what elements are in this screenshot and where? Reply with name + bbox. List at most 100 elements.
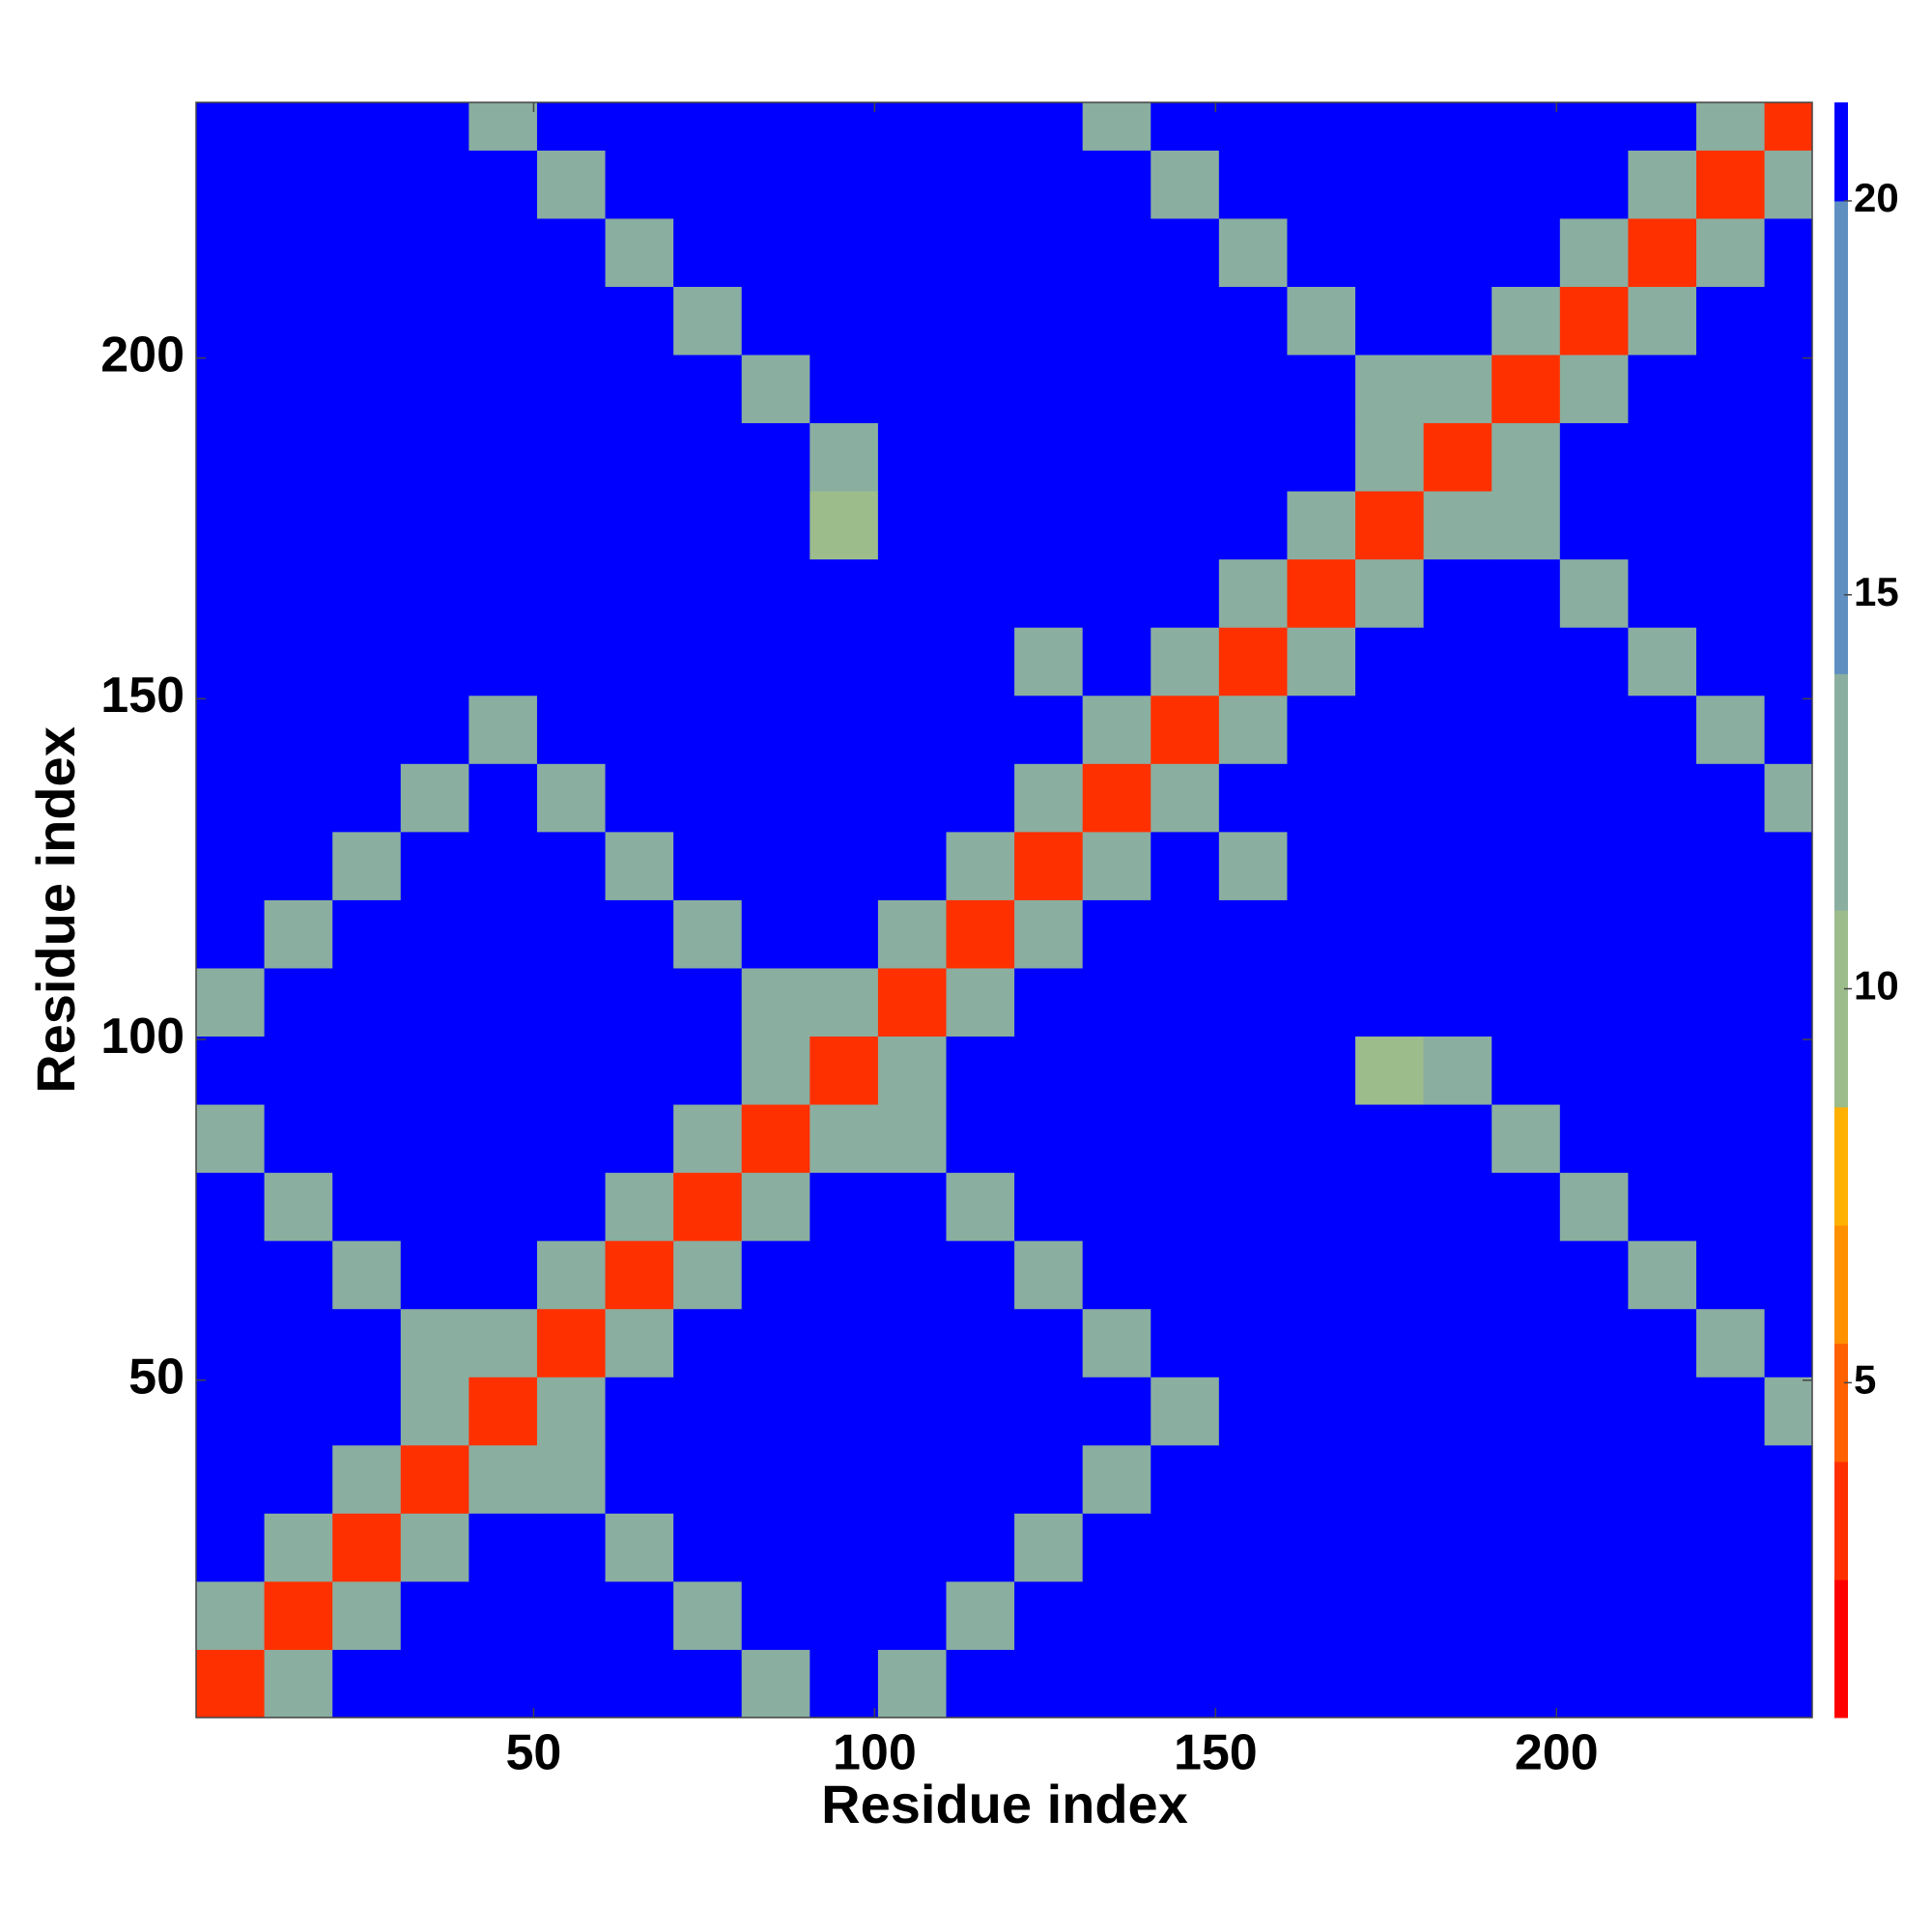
- heatmap-cell: [741, 150, 810, 219]
- heatmap-cell: [332, 1649, 402, 1719]
- heatmap-cell: [400, 491, 469, 560]
- heatmap-cell: [196, 491, 266, 560]
- heatmap-cell: [1014, 627, 1084, 696]
- heatmap-cell: [673, 627, 743, 696]
- heatmap-cell: [1559, 627, 1629, 696]
- heatmap-cell: [469, 763, 538, 833]
- heatmap-cell: [332, 1513, 402, 1582]
- heatmap-cell: [1014, 1649, 1084, 1719]
- heatmap-cell: [877, 558, 947, 628]
- heatmap-cell: [196, 422, 266, 492]
- heatmap-cell: [400, 1444, 469, 1514]
- heatmap-cell: [1628, 1240, 1697, 1310]
- heatmap-cell: [1423, 491, 1492, 560]
- heatmap-cell: [810, 1308, 879, 1378]
- heatmap-cell: [332, 695, 402, 764]
- heatmap-cell: [264, 1649, 333, 1719]
- heatmap-cell: [605, 1308, 674, 1378]
- heatmap-cell: [469, 1104, 538, 1174]
- heatmap-cell: [1082, 491, 1151, 560]
- heatmap-cell: [1355, 1444, 1425, 1514]
- heatmap-cell: [673, 967, 743, 1037]
- heatmap-cell: [1218, 1580, 1288, 1650]
- heatmap-cell: [1764, 1308, 1813, 1378]
- heatmap-cell: [1764, 150, 1813, 219]
- heatmap-cell: [1287, 1649, 1356, 1719]
- heatmap-cell: [1559, 1240, 1629, 1310]
- heatmap-cell: [1082, 1172, 1151, 1241]
- heatmap-cell: [1695, 491, 1766, 560]
- heatmap-cell: [1287, 1444, 1356, 1514]
- heatmap-cell: [810, 831, 879, 900]
- heatmap-cell: [264, 1172, 333, 1241]
- heatmap-cell: [810, 491, 879, 560]
- heatmap-cell: [605, 899, 674, 969]
- heatmap-cell: [605, 1580, 674, 1650]
- heatmap-cell: [1764, 831, 1813, 900]
- heatmap-cell: [1695, 422, 1766, 492]
- heatmap-cell: [400, 967, 469, 1037]
- heatmap-cell: [400, 1308, 469, 1378]
- heatmap-cell: [1218, 1172, 1288, 1241]
- heatmap-cell: [1492, 355, 1561, 424]
- heatmap-cell: [400, 899, 469, 969]
- heatmap-cell: [946, 695, 1015, 764]
- heatmap-cell: [1218, 1308, 1288, 1378]
- heatmap-cell: [605, 150, 674, 219]
- heatmap-cell: [1492, 286, 1561, 355]
- heatmap-cell: [1218, 150, 1288, 219]
- heatmap-cell: [332, 967, 402, 1037]
- heatmap-cell: [673, 558, 743, 628]
- heatmap-cell: [332, 1240, 402, 1310]
- heatmap-cell: [1355, 1036, 1425, 1105]
- heatmap-cell: [946, 1513, 1015, 1582]
- heatmap-cell: [810, 1444, 879, 1514]
- heatmap-cell: [1355, 899, 1425, 969]
- heatmap-cell: [1082, 1444, 1151, 1514]
- heatmap-cell: [1218, 286, 1288, 355]
- heatmap-cell: [196, 831, 266, 900]
- heatmap-cell: [605, 695, 674, 764]
- heatmap-cell: [469, 491, 538, 560]
- heatmap-cell: [1492, 627, 1561, 696]
- heatmap-cell: [536, 558, 607, 628]
- heatmap-cell: [946, 627, 1015, 696]
- heatmap-cell: [810, 355, 879, 424]
- heatmap-cell: [1014, 1036, 1084, 1105]
- y-axis-label: Residue index: [25, 726, 86, 1094]
- heatmap-cell: [1151, 1172, 1220, 1241]
- heatmap-cell: [741, 558, 810, 628]
- heatmap-cell: [810, 1377, 879, 1446]
- heatmap-cell: [1082, 831, 1151, 900]
- heatmap-cell: [1492, 102, 1561, 151]
- heatmap-cell: [1287, 422, 1356, 492]
- heatmap-cell: [1218, 102, 1288, 151]
- y-tick-label: 200: [100, 327, 185, 383]
- heatmap-cell: [1287, 1580, 1356, 1650]
- heatmap-cell: [673, 102, 743, 151]
- heatmap-cell: [332, 217, 402, 287]
- heatmap-cell: [1082, 1513, 1151, 1582]
- heatmap-cell: [1559, 967, 1629, 1037]
- heatmap-cell: [1151, 1377, 1220, 1446]
- heatmap-cell: [469, 150, 538, 219]
- heatmap-cell: [1695, 1444, 1766, 1514]
- y-tick-label: 100: [100, 1009, 185, 1065]
- heatmap-cell: [1014, 1240, 1084, 1310]
- heatmap-cell: [1287, 1036, 1356, 1105]
- heatmap-cell: [877, 967, 947, 1037]
- heatmap-cell: [1151, 558, 1220, 628]
- heatmap-cell: [877, 150, 947, 219]
- heatmap-cell: [1559, 1308, 1629, 1378]
- heatmap-cell: [1695, 286, 1766, 355]
- heatmap-cell: [196, 695, 266, 764]
- heatmap-cell: [1695, 1580, 1766, 1650]
- colorbar-segment: [1834, 1225, 1848, 1345]
- heatmap-cell: [196, 102, 266, 151]
- heatmap-cell: [946, 1104, 1015, 1174]
- heatmap-cell: [1218, 355, 1288, 424]
- heatmap-cell: [536, 102, 607, 151]
- heatmap-cell: [1423, 1513, 1492, 1582]
- heatmap-cell: [877, 1377, 947, 1446]
- heatmap-cell: [1082, 1377, 1151, 1446]
